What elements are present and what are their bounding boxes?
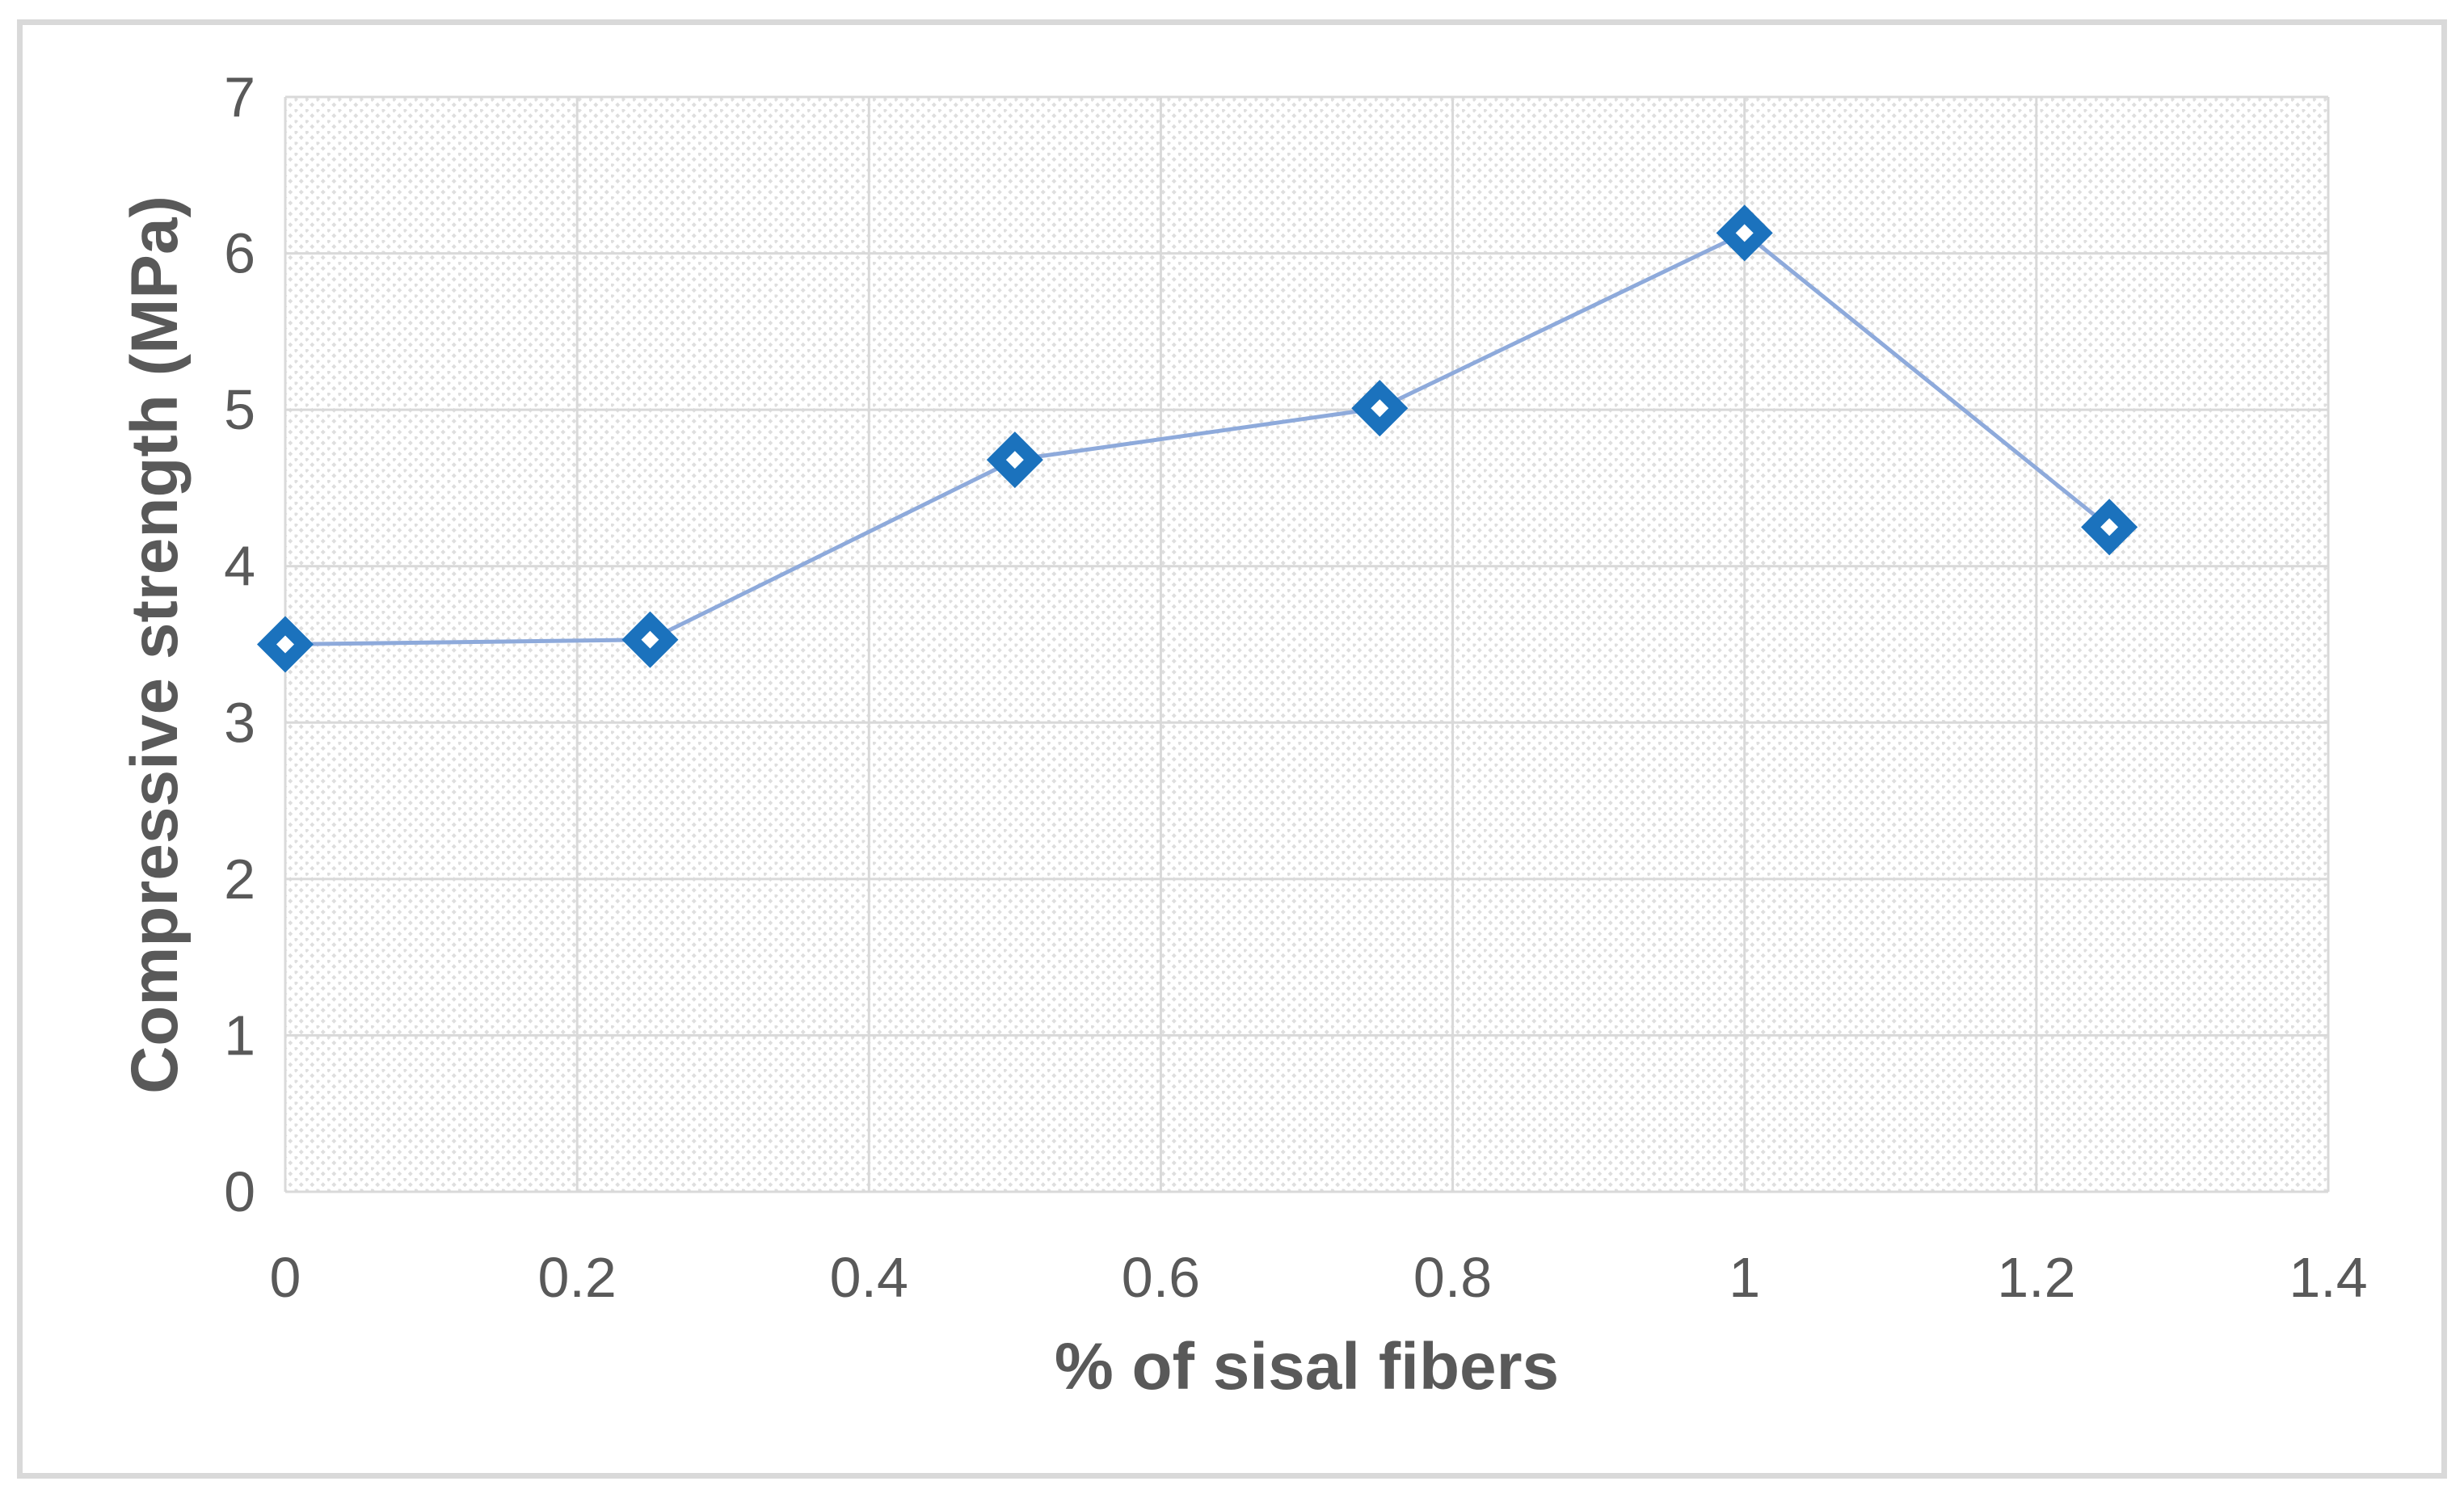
y-tick-label: 6 <box>224 222 255 285</box>
x-tick-label: 1 <box>1729 1246 1760 1309</box>
y-tick-label: 1 <box>224 1004 255 1067</box>
x-tick-label: 1.4 <box>2289 1246 2367 1309</box>
y-tick-label: 3 <box>224 691 255 754</box>
y-tick-label: 4 <box>224 535 255 598</box>
x-tick-label: 1.2 <box>1997 1246 2075 1309</box>
data-point-marker <box>1351 380 1409 437</box>
x-tick-label: 0.8 <box>1413 1246 1492 1309</box>
y-axis-title: Compressive strength (MPa) <box>118 196 192 1094</box>
series-line <box>283 230 2112 646</box>
x-tick-label: 0.2 <box>537 1246 616 1309</box>
data-point-marker <box>1716 204 1773 262</box>
plot-area-hatch <box>285 97 2328 1192</box>
data-point-marker <box>986 431 1043 489</box>
y-tick-label: 0 <box>224 1160 255 1223</box>
x-tick-label: 0.6 <box>1122 1246 1200 1309</box>
y-tick-label: 7 <box>224 65 255 128</box>
x-tick-label: 0 <box>270 1246 301 1309</box>
data-point-marker <box>621 611 679 668</box>
x-axis-title: % of sisal fibers <box>1054 1330 1560 1403</box>
x-tick-label: 0.4 <box>830 1246 908 1309</box>
data-point-marker <box>256 616 314 673</box>
data-point-marker <box>2081 499 2138 556</box>
y-tick-label: 2 <box>224 848 255 911</box>
y-tick-label: 5 <box>224 378 255 441</box>
